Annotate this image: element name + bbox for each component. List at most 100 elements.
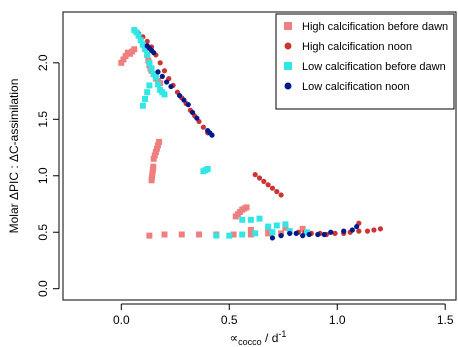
data-point xyxy=(148,177,155,184)
data-point xyxy=(152,149,159,156)
data-point xyxy=(349,227,355,233)
data-point xyxy=(194,115,200,121)
x-axis-subscript: cocco xyxy=(238,337,262,347)
data-point xyxy=(273,222,280,229)
plot-frame xyxy=(62,11,457,301)
data-point xyxy=(356,228,362,234)
data-point xyxy=(269,185,276,191)
series-3 xyxy=(144,43,360,241)
data-point xyxy=(265,230,272,237)
data-point xyxy=(252,230,259,237)
data-point xyxy=(144,51,151,58)
data-point xyxy=(300,233,306,239)
data-point xyxy=(306,231,312,238)
data-point xyxy=(274,188,280,195)
data-point xyxy=(371,227,377,233)
data-point xyxy=(230,231,237,238)
data-point xyxy=(315,231,321,238)
data-point xyxy=(377,226,384,232)
y-tick-label: 1.5 xyxy=(36,111,50,128)
legend: High calcification before dawn High calci… xyxy=(275,13,455,110)
data-point xyxy=(226,232,233,239)
data-point xyxy=(282,224,289,231)
data-point xyxy=(299,225,306,232)
data-point xyxy=(256,175,263,181)
x-axis-unit: / d xyxy=(262,331,279,345)
data-point xyxy=(196,231,203,238)
legend-marker xyxy=(284,62,292,70)
data-point xyxy=(287,230,293,236)
data-point xyxy=(213,232,220,239)
data-point xyxy=(155,69,161,75)
data-point xyxy=(265,182,271,188)
data-point xyxy=(149,170,156,177)
data-point xyxy=(364,228,371,234)
data-point xyxy=(189,109,196,116)
data-point xyxy=(152,74,159,81)
data-point xyxy=(261,178,267,185)
legend-label: Low calcification before dawn xyxy=(302,61,446,73)
data-point xyxy=(247,231,254,238)
x-axis-symbol: ∝ xyxy=(230,331,239,345)
data-point xyxy=(150,71,157,78)
data-point xyxy=(149,167,156,174)
data-point xyxy=(278,192,284,198)
data-point xyxy=(265,223,272,230)
data-point xyxy=(332,230,338,236)
data-point xyxy=(151,50,157,56)
data-point xyxy=(239,231,246,238)
data-point xyxy=(164,79,170,85)
data-point xyxy=(161,68,168,74)
legend-label: High calcification noon xyxy=(302,41,412,53)
data-point xyxy=(354,223,360,230)
y-tick-label: 1.0 xyxy=(36,167,50,184)
data-point xyxy=(144,38,150,44)
data-point xyxy=(209,132,215,138)
data-point xyxy=(151,152,158,159)
legend-marker xyxy=(284,82,292,90)
y-tick-label: 0.0 xyxy=(36,280,50,297)
data-point xyxy=(252,172,258,178)
legend-marker xyxy=(284,22,292,30)
data-point xyxy=(328,229,334,235)
data-point xyxy=(133,29,140,36)
data-point xyxy=(156,138,163,145)
data-point xyxy=(150,163,157,170)
marks xyxy=(118,27,384,241)
legend-label: Low calcification noon xyxy=(302,81,410,93)
data-point xyxy=(122,53,129,60)
data-point xyxy=(139,41,146,48)
legend-label: High calcification before dawn xyxy=(302,21,448,33)
data-point xyxy=(161,91,168,98)
data-point xyxy=(144,89,151,96)
data-point xyxy=(148,173,155,180)
x-tick-label: 0.0 xyxy=(113,313,130,327)
data-point xyxy=(146,59,153,66)
x-axis-superscript: -1 xyxy=(278,329,286,339)
data-point xyxy=(243,204,250,211)
data-point xyxy=(293,230,299,236)
y-tick-label: 0.5 xyxy=(36,224,50,241)
data-point xyxy=(139,102,146,109)
data-point xyxy=(304,229,311,236)
data-point xyxy=(131,46,138,53)
series-2 xyxy=(131,27,311,239)
data-point xyxy=(155,142,162,149)
x-axis-title: ∝cocco / d-1 xyxy=(230,329,287,347)
x-tick-label: 1.0 xyxy=(329,313,346,327)
data-point xyxy=(161,231,168,238)
legend-box xyxy=(275,13,455,110)
data-point xyxy=(200,124,206,130)
data-point xyxy=(247,226,254,233)
y-axis-title: Molar ΔPIC : ΔC-assimilation xyxy=(7,79,21,234)
y-tick-label: 2.0 xyxy=(36,54,50,71)
data-point xyxy=(168,83,174,90)
data-point xyxy=(146,82,153,89)
data-point xyxy=(204,165,211,172)
data-point xyxy=(142,46,149,53)
data-point xyxy=(178,231,185,238)
x-tick-label: 1.5 xyxy=(437,313,454,327)
data-point xyxy=(118,59,125,66)
data-point xyxy=(159,73,165,79)
data-point xyxy=(321,231,327,238)
